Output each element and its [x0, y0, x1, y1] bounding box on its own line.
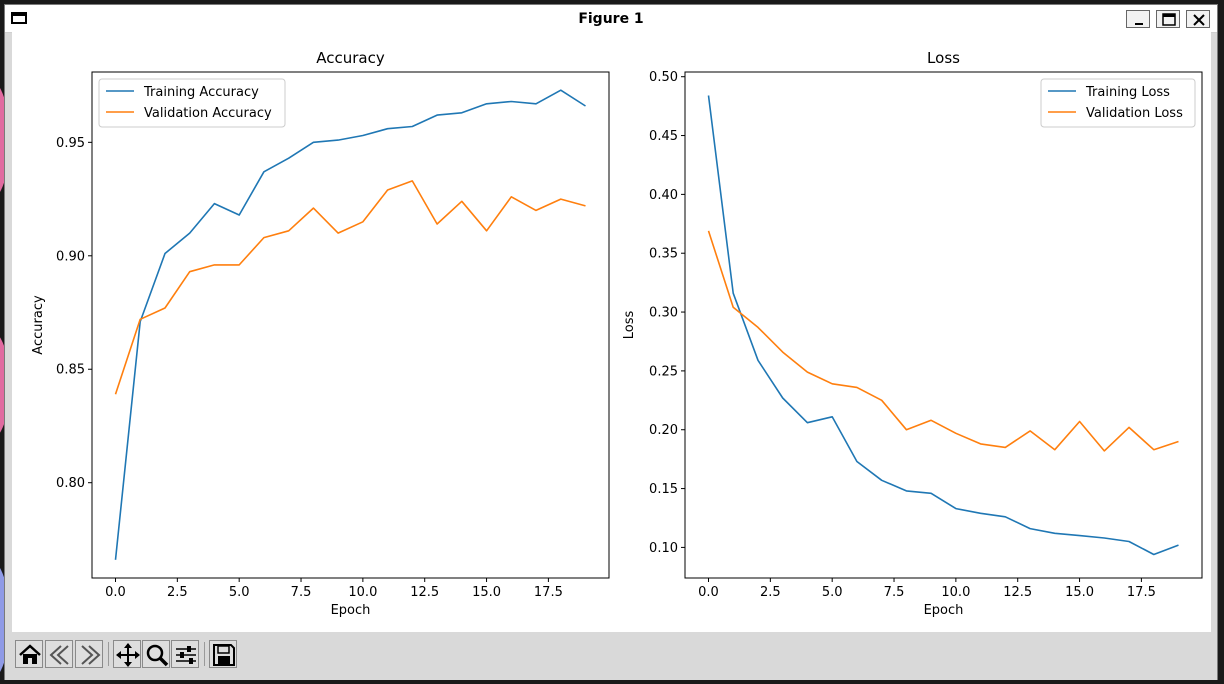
- sliders-icon: [176, 646, 196, 664]
- maximize-button[interactable]: [1156, 10, 1180, 28]
- y-tick-label: 0.40: [649, 188, 678, 203]
- x-tick-label: 10.0: [348, 585, 377, 600]
- home-icon: [19, 644, 41, 664]
- maximize-icon: [1162, 13, 1176, 26]
- x-tick-label: 15.0: [1065, 585, 1094, 600]
- back-arrow-icon: [49, 645, 69, 665]
- legend-entry: Training Accuracy: [143, 85, 259, 100]
- series-line-2: [114, 180, 586, 395]
- y-tick-label: 0.80: [56, 476, 85, 491]
- y-tick-label: 0.45: [649, 129, 678, 144]
- figure-window: Figure 1 Accuracy 0.0 2.5 5.0 7.5 10.0 12.5 15.…: [4, 4, 1218, 680]
- minimize-button[interactable]: [1126, 10, 1150, 28]
- legend-entry: Training Loss: [1085, 85, 1170, 100]
- x-tick-label: 7.5: [884, 585, 905, 600]
- legend-entry: Validation Loss: [1086, 106, 1183, 121]
- forward-arrow-icon: [81, 645, 101, 665]
- x-tick-label: 0.0: [105, 585, 126, 600]
- toolbar-separator: [204, 642, 205, 666]
- toolbar-separator: [108, 642, 109, 666]
- x-axis-label: Epoch: [331, 603, 371, 618]
- y-tick-label: 0.35: [649, 247, 678, 262]
- legend-box: [98, 78, 286, 128]
- window-title: Figure 1: [578, 11, 644, 27]
- x-tick-label: 12.5: [1003, 585, 1032, 600]
- x-tick-label: 17.5: [534, 585, 563, 600]
- y-tick-label: 0.15: [649, 482, 678, 497]
- x-tick-label: 5.0: [822, 585, 843, 600]
- y-axis-label: Loss: [622, 311, 637, 340]
- legend: Training Accuracy Validation Accuracy: [98, 78, 286, 128]
- figure-canvas[interactable]: Accuracy 0.0 2.5 5.0 7.5 10.0 12.5 15.0 17.5 0.80…: [12, 32, 1211, 632]
- series-line-1: [707, 95, 1179, 556]
- x-tick-label: 5.0: [229, 585, 250, 600]
- x-tick-label: 12.5: [410, 585, 439, 600]
- x-tick-label: 17.5: [1127, 585, 1156, 600]
- zoom-icon: [146, 644, 169, 667]
- y-tick-label: 0.50: [649, 70, 678, 85]
- chart-1: Accuracy 0.0 2.5 5.0 7.5 10.0 12.5 15.0 17.5 0.80…: [31, 49, 610, 618]
- series-line-2: [707, 230, 1179, 452]
- x-tick-label: 2.5: [167, 585, 188, 600]
- y-tick-label: 0.10: [649, 541, 678, 556]
- y-tick-label: 0.20: [649, 423, 678, 438]
- x-tick-label: 15.0: [472, 585, 501, 600]
- chart-title: Loss: [927, 49, 960, 67]
- y-tick-label: 0.90: [56, 249, 85, 264]
- window-icon: [11, 12, 27, 24]
- legend: Training Loss Validation Loss: [1040, 78, 1196, 128]
- y-axis-label: Accuracy: [31, 295, 46, 355]
- axes-frame: [684, 71, 1203, 579]
- navigation-toolbar: [5, 632, 1217, 680]
- save-button[interactable]: [209, 640, 237, 668]
- pan-button[interactable]: [113, 640, 141, 668]
- x-tick-label: 10.0: [941, 585, 970, 600]
- zoom-button[interactable]: [142, 640, 170, 668]
- close-icon: [1193, 14, 1205, 26]
- y-tick-label: 0.95: [56, 136, 85, 151]
- floppy-disk-icon: [213, 644, 235, 666]
- chart-title: Accuracy: [316, 49, 385, 67]
- x-tick-label: 0.0: [698, 585, 719, 600]
- figure-svg: Accuracy 0.0 2.5 5.0 7.5 10.0 12.5 15.0 17.5 0.80…: [31, 49, 1203, 618]
- chart-2: Loss 0.0 2.5 5.0 7.5 10.0 12.5 15.0 17.5 0.10 0.15…: [622, 49, 1203, 618]
- close-button[interactable]: [1186, 10, 1210, 28]
- window-titlebar[interactable]: Figure 1: [5, 5, 1217, 33]
- x-tick-label: 7.5: [291, 585, 312, 600]
- x-tick-label: 2.5: [760, 585, 781, 600]
- forward-button[interactable]: [75, 640, 103, 668]
- y-tick-label: 0.85: [56, 363, 85, 378]
- home-button[interactable]: [15, 640, 43, 668]
- legend-entry: Validation Accuracy: [144, 106, 272, 121]
- back-button[interactable]: [45, 640, 73, 668]
- axes-frame: [91, 71, 610, 579]
- series-line-1: [114, 89, 586, 560]
- y-tick-label: 0.25: [649, 364, 678, 379]
- y-tick-label: 0.30: [649, 306, 678, 321]
- move-icon: [116, 643, 140, 667]
- minimize-icon: [1135, 23, 1143, 25]
- configure-subplots-button[interactable]: [171, 640, 199, 668]
- legend-box: [1040, 78, 1196, 128]
- x-axis-label: Epoch: [924, 603, 964, 618]
